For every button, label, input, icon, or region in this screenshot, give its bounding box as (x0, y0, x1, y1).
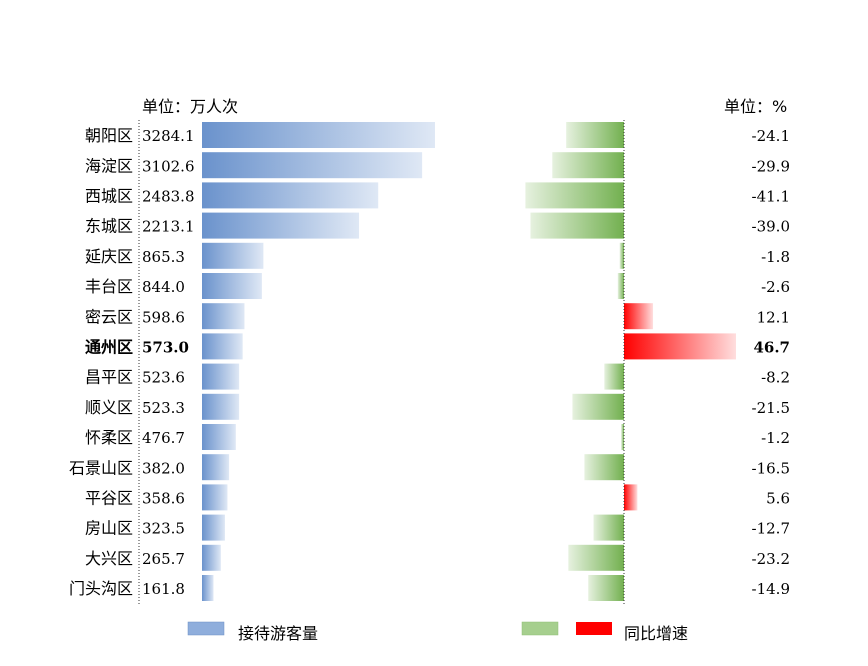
category-label: 石景山区 (69, 458, 133, 477)
left-unit-label: 单位：万人次 (142, 97, 238, 116)
growth-value-label: -16.5 (752, 459, 790, 477)
growth-bar-negative (619, 242, 624, 269)
visitor-bar (202, 484, 228, 511)
growth-bar-negative (552, 152, 624, 179)
visitor-bar (202, 424, 236, 450)
growth-bar-negative (525, 182, 624, 209)
growth-value-label: -1.2 (761, 429, 790, 447)
growth-value-label: 5.6 (766, 490, 790, 508)
chart-rows: 朝阳区 3284.1 -24.1 海淀区 3102.6 -29.9 西城区 2483.8 -41… (69, 122, 790, 601)
legend-label-visitors: 接待游客量 (238, 624, 318, 643)
visitor-value-label: 573.0 (142, 339, 189, 357)
visitor-value-label: 265.7 (142, 550, 185, 568)
visitor-bar (202, 393, 240, 420)
visitor-bar (202, 575, 214, 601)
visitor-bar (202, 303, 245, 330)
category-label: 延庆区 (85, 247, 133, 266)
growth-bar-negative (588, 575, 624, 601)
category-label: 通州区 (85, 338, 133, 357)
growth-bar-negative (572, 393, 624, 420)
visitor-value-label: 382.0 (142, 459, 185, 477)
growth-bar-positive (624, 303, 654, 330)
legend-swatch-visitors (187, 621, 225, 636)
visitor-bar (202, 514, 225, 541)
growth-bar-negative (568, 544, 624, 571)
legend-label-growth: 同比增速 (624, 624, 688, 643)
growth-value-label: -2.6 (761, 278, 790, 296)
visitor-bar (202, 212, 360, 239)
visitor-value-label: 476.7 (142, 429, 185, 447)
growth-value-label: 12.1 (757, 308, 790, 326)
category-label: 朝阳区 (85, 126, 133, 145)
visitor-bar (202, 182, 379, 209)
growth-value-label: -8.2 (761, 369, 790, 387)
visitor-bar (202, 122, 435, 148)
visitor-value-label: 358.6 (142, 490, 185, 508)
visitor-value-label: 523.6 (142, 369, 185, 387)
growth-bar-negative (530, 212, 624, 239)
visitor-value-label: 2483.8 (142, 188, 195, 206)
category-label: 东城区 (85, 217, 133, 236)
visitor-bar (202, 363, 240, 390)
growth-value-label: -1.8 (761, 248, 790, 266)
growth-value-label: -29.9 (752, 157, 790, 175)
visitor-value-label: 844.0 (142, 278, 185, 296)
growth-bar-negative (566, 122, 624, 148)
growth-value-label: -12.7 (752, 520, 790, 538)
category-label: 大兴区 (85, 549, 133, 568)
category-label: 平谷区 (85, 489, 133, 508)
growth-bar-positive (624, 333, 736, 360)
visitor-bar (202, 544, 221, 571)
visitor-value-label: 523.3 (142, 399, 185, 417)
category-label: 怀柔区 (85, 428, 133, 447)
category-label: 昌平区 (85, 368, 133, 387)
visitor-value-label: 161.8 (142, 580, 185, 598)
category-label: 顺义区 (85, 398, 133, 417)
legend-swatch-growth-positive (576, 622, 612, 635)
growth-bar-negative (593, 514, 624, 541)
growth-bar-negative (584, 454, 624, 481)
growth-value-label: -14.9 (752, 580, 790, 598)
category-label: 密云区 (85, 307, 133, 326)
growth-value-label: -21.5 (752, 399, 790, 417)
category-label: 房山区 (85, 519, 133, 538)
visitor-bar (202, 333, 243, 360)
growth-value-label: 46.7 (753, 339, 790, 357)
category-label: 丰台区 (85, 277, 133, 296)
growth-value-label: -39.0 (752, 218, 790, 236)
growth-bar-positive (624, 484, 638, 511)
growth-value-label: -24.1 (752, 127, 790, 145)
category-label: 海淀区 (85, 156, 133, 175)
visitor-bar (202, 454, 230, 481)
visitor-value-label: 865.3 (142, 248, 185, 266)
growth-value-label: -41.1 (752, 188, 790, 206)
visitor-value-label: 598.6 (142, 308, 185, 326)
visitor-bar (202, 152, 423, 179)
category-label: 西城区 (85, 187, 133, 206)
visitor-value-label: 2213.1 (142, 218, 195, 236)
visitor-value-label: 3102.6 (142, 157, 195, 175)
right-unit-label: 单位：% (724, 97, 787, 116)
visitor-bar (202, 242, 264, 269)
visitor-bar (202, 273, 262, 299)
growth-value-label: -23.2 (752, 550, 790, 568)
category-label: 门头沟区 (69, 579, 133, 598)
visitor-value-label: 323.5 (142, 520, 185, 538)
legend-swatch-growth-negative (521, 621, 559, 636)
growth-bar-negative (604, 363, 624, 390)
growth-bar-negative (617, 273, 624, 299)
visitor-value-label: 3284.1 (142, 127, 195, 145)
growth-bar-negative (621, 424, 624, 450)
